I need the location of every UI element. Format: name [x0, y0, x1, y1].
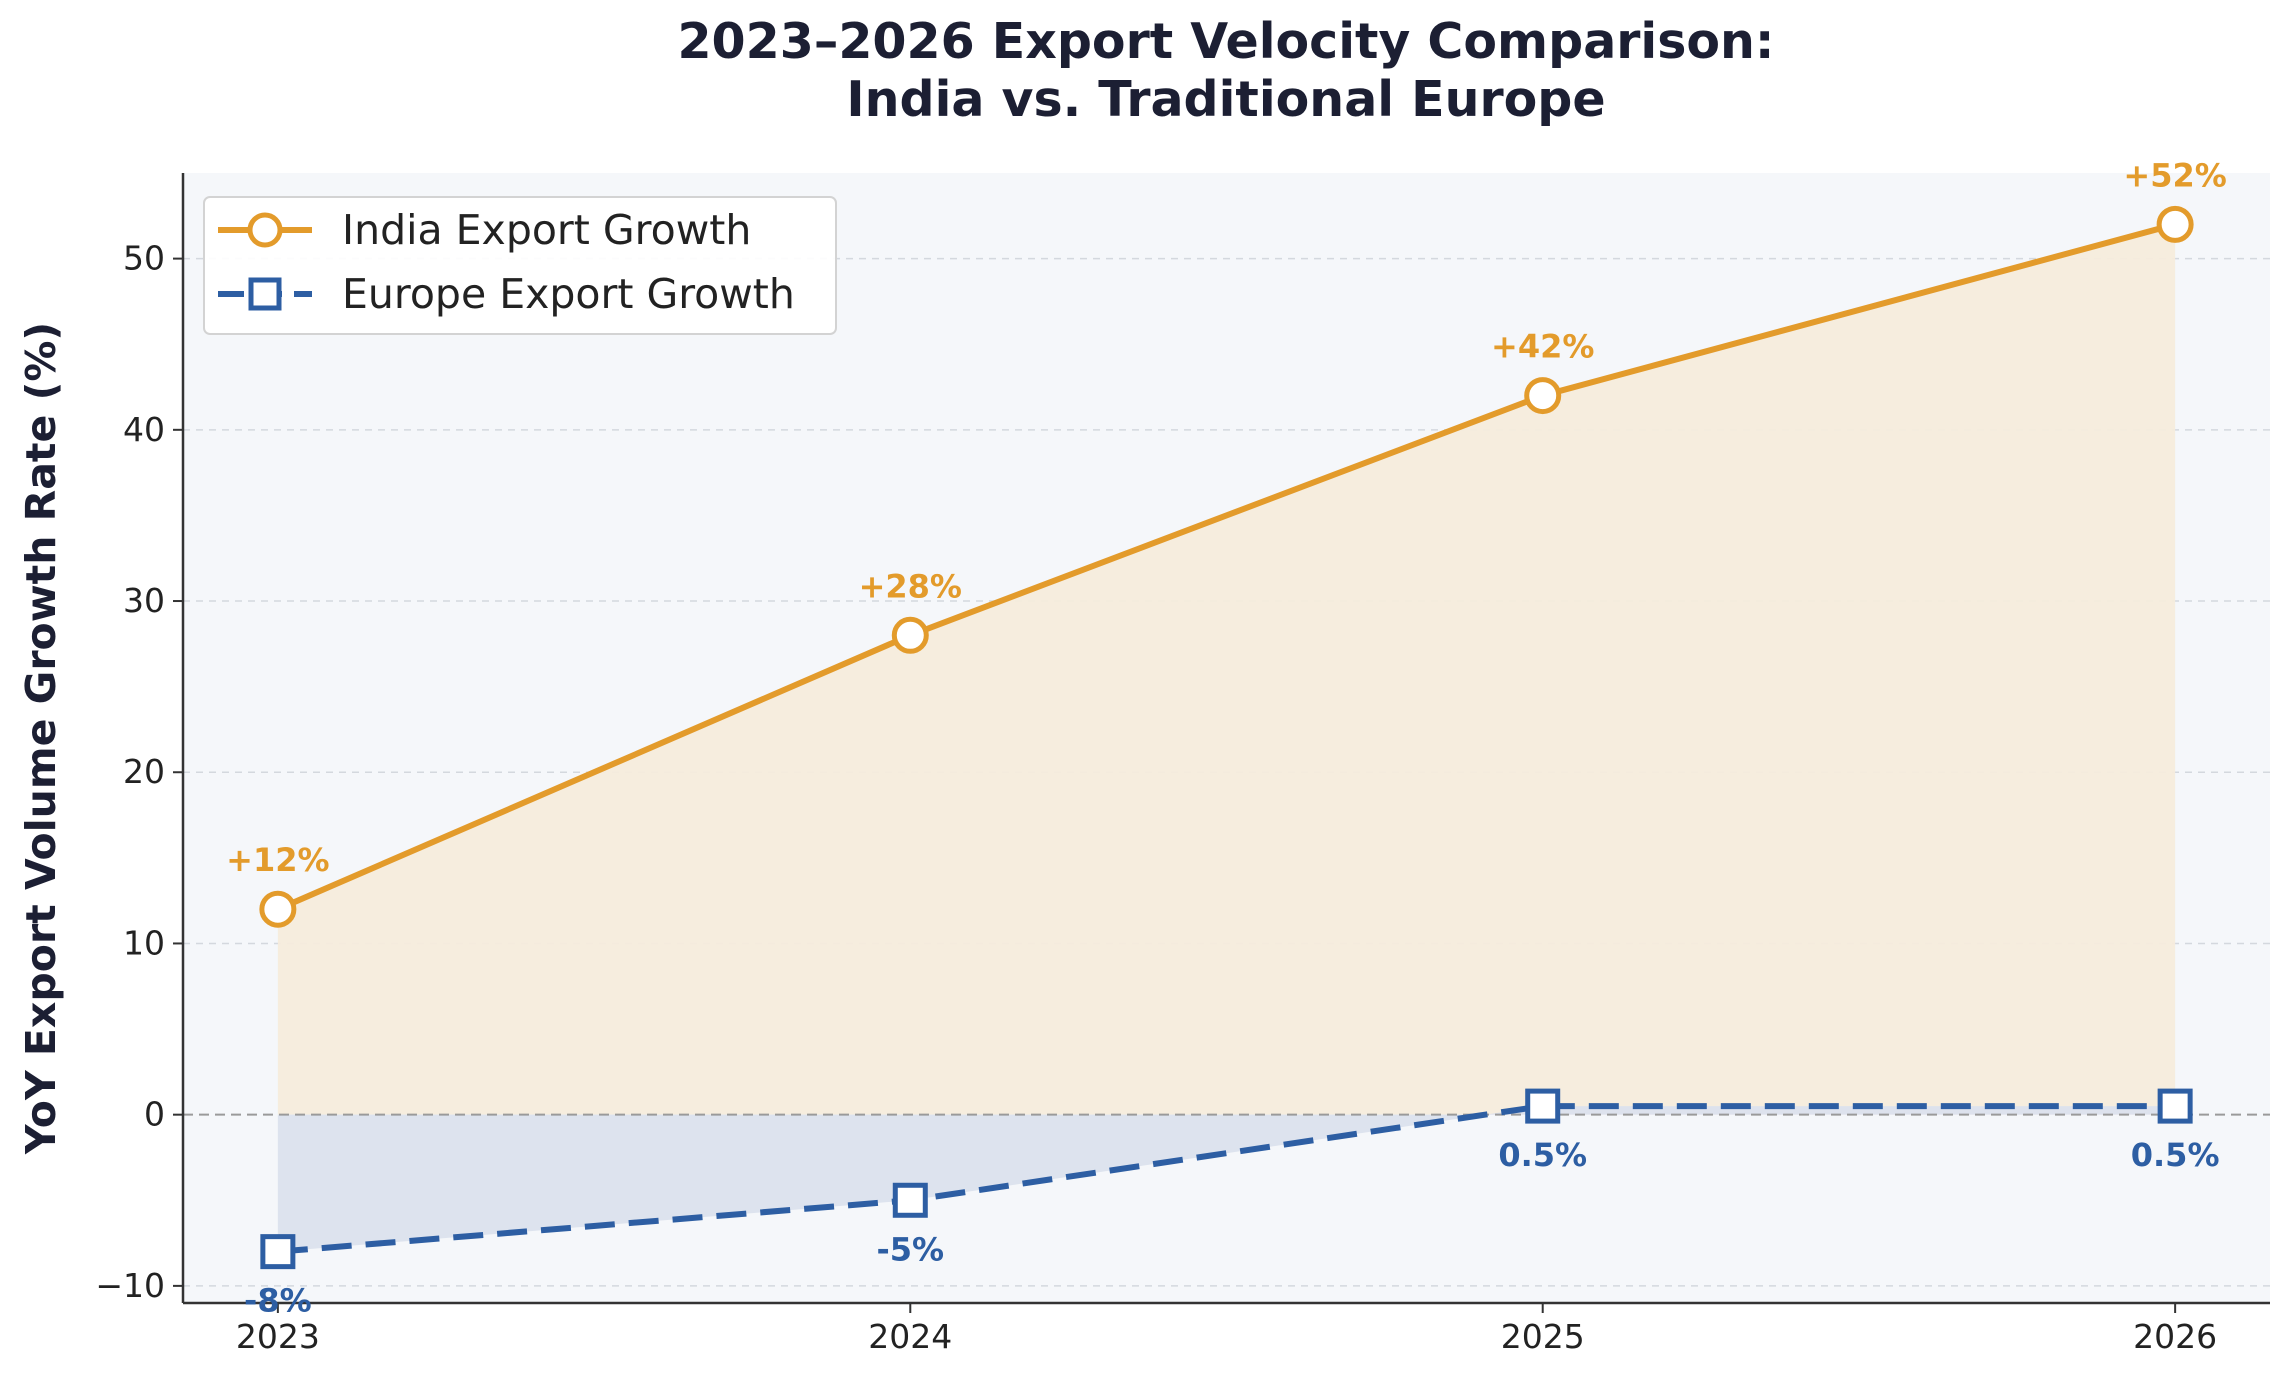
data-point-marker-series-1 [260, 1234, 296, 1270]
data-point-marker-series-1 [2157, 1088, 2193, 1124]
area-fill-series-0 [277, 224, 2176, 1115]
data-label-series-1: 0.5% [1498, 1136, 1587, 1174]
data-label-series-1: -5% [876, 1230, 944, 1268]
y-tick-label: 30 [123, 581, 165, 620]
chart-title-line-2: India vs. Traditional Europe [846, 71, 1605, 128]
y-tick-label: −10 [95, 1266, 165, 1305]
legend: India Export Growth Europe Export Growth [203, 196, 837, 335]
data-label-series-0: +52% [2123, 156, 2226, 194]
data-label-series-0: +28% [859, 567, 962, 605]
data-point-marker-series-0 [891, 616, 929, 654]
data-point-marker-series-0 [1524, 377, 1562, 415]
y-tick-label: 50 [123, 239, 165, 278]
legend-india-marker [247, 212, 283, 248]
y-tick-label: 10 [123, 923, 165, 962]
y-axis-label: YoY Export Volume Growth Rate (%) [17, 322, 65, 1155]
chart-title-line-1: 2023–2026 Export Velocity Comparison: [677, 13, 1774, 70]
series-line-0 [276, 221, 2176, 912]
x-tick-label: 2024 [868, 1317, 952, 1356]
legend-europe-marker [248, 277, 282, 311]
data-label-series-0: +42% [1491, 328, 1594, 366]
area-fill-series-1 [277, 1106, 2176, 1252]
data-point-marker-series-0 [259, 890, 297, 928]
y-tick-label: 40 [123, 410, 165, 449]
legend-india-label: India Export Growth [342, 206, 751, 254]
y-tick-label: 0 [144, 1095, 165, 1134]
data-label-series-1: 0.5% [2131, 1136, 2220, 1174]
data-label-series-1: -8% [244, 1282, 312, 1320]
legend-entry-europe: Europe Export Growth [218, 270, 795, 318]
data-point-marker-series-0 [2156, 205, 2194, 243]
plot-area: −10 0 10 20 30 40 50 2023 2024 2025 2026 +12% +28% +4… [95, 156, 2270, 1356]
x-tick-label: 2026 [2133, 1317, 2217, 1356]
x-tick-label: 2023 [236, 1317, 320, 1356]
series-line-1 [277, 1103, 2176, 1255]
y-tick-label: 20 [123, 752, 165, 791]
legend-entry-india: India Export Growth [218, 206, 751, 254]
data-point-marker-series-1 [1525, 1088, 1561, 1124]
legend-frame [203, 196, 837, 335]
data-label-series-0: +12% [226, 841, 329, 879]
legend-europe-label: Europe Export Growth [342, 270, 795, 318]
data-point-marker-series-1 [892, 1182, 928, 1218]
x-tick-label: 2025 [1501, 1317, 1585, 1356]
